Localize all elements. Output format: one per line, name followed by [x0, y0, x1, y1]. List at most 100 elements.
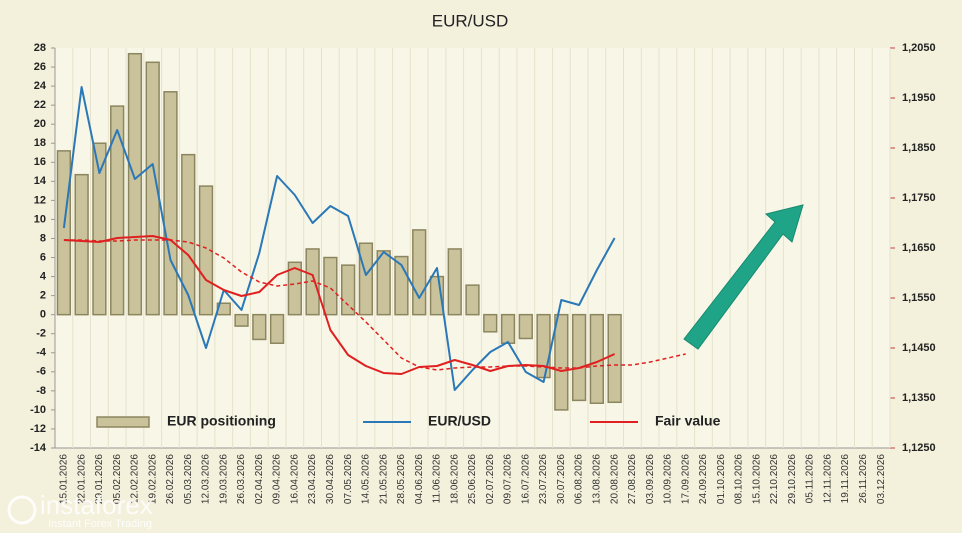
x-tick-label: 22.01.2026 [76, 454, 87, 504]
x-tick-label: 07.05.2026 [343, 454, 354, 504]
bar [376, 250, 391, 316]
y2-tick-label: 1,1250 [902, 442, 936, 454]
x-tick-label: 16.07.2026 [520, 454, 531, 504]
x-tick-label: 05.02.2026 [112, 454, 123, 504]
y-tick-label: 8 [40, 232, 46, 244]
bar [571, 313, 587, 402]
x-tick-label: 12.03.2026 [201, 454, 212, 504]
x-tick-label: 08.10.2026 [734, 454, 745, 504]
bar [554, 313, 569, 411]
x-tick-label: 15.01.2026 [59, 454, 70, 504]
bar [518, 313, 533, 340]
x-tick-label: 29.01.2026 [94, 454, 105, 504]
x-tick-label: 18.06.2026 [449, 454, 460, 504]
x-tick-label: 30.07.2026 [556, 454, 567, 504]
x-tick-label: 02.07.2026 [485, 454, 496, 504]
bar [483, 313, 498, 333]
x-tick-label: 06.08.2026 [574, 454, 585, 504]
watermark-brand: instaforex [40, 490, 153, 520]
bar [465, 284, 480, 316]
y-tick-label: 18 [34, 137, 46, 149]
bar [163, 91, 178, 316]
x-tick-label: 19.02.2026 [147, 454, 158, 504]
x-tick-label: 09.04.2026 [272, 454, 283, 504]
x-tick-label: 20.08.2026 [609, 454, 620, 504]
x-tick-label: 26.03.2026 [236, 454, 247, 504]
y-tick-label: -10 [30, 404, 46, 416]
y-tick-label: 6 [40, 251, 46, 263]
x-tick-label: 30.04.2026 [325, 454, 336, 504]
y2-tick-label: 1,1450 [902, 342, 936, 354]
y2-tick-label: 1,1750 [902, 192, 936, 204]
legend-label: Fair value [655, 413, 721, 429]
bar [181, 153, 196, 316]
bar [305, 248, 320, 316]
watermark-logo [7, 495, 37, 525]
x-tick-label: 19.11.2026 [840, 454, 851, 504]
x-tick-label: 24.09.2026 [698, 454, 709, 504]
bar [340, 264, 356, 316]
bar [358, 242, 374, 316]
y2-tick-label: 1,1350 [902, 392, 936, 404]
y-tick-label: 26 [34, 61, 46, 73]
y2-tick-label: 1,1950 [902, 92, 936, 104]
bar [269, 313, 285, 344]
y-tick-label: -14 [30, 442, 47, 454]
line [63, 235, 616, 375]
x-tick-label: 16.04.2026 [289, 454, 300, 504]
x-tick-label: 09.07.2026 [503, 454, 514, 504]
x-tick-label: 10.09.2026 [663, 454, 674, 504]
bar [74, 173, 89, 316]
x-tick-label: 17.09.2026 [680, 454, 691, 504]
x-tick-label: 14.05.2026 [361, 454, 372, 504]
bar [127, 52, 143, 316]
y-tick-label: 22 [34, 99, 46, 111]
x-tick-label: 15.10.2026 [751, 454, 762, 504]
x-tick-label: 19.03.2026 [218, 454, 229, 504]
legend-swatch [96, 416, 150, 428]
y-tick-label: 0 [40, 309, 46, 321]
bar [234, 313, 249, 327]
y2-tick-label: 1,1550 [902, 292, 936, 304]
line [62, 86, 616, 391]
bar [110, 105, 125, 316]
y-tick-label: -12 [30, 423, 46, 435]
x-tick-label: 05.03.2026 [183, 454, 194, 504]
bar [56, 150, 72, 316]
x-tick-label: 21.05.2026 [378, 454, 389, 504]
y2-tick-label: 1,1650 [902, 242, 936, 254]
x-tick-label: 27.08.2026 [627, 454, 638, 504]
y-tick-label: -2 [36, 328, 46, 340]
chart-title: EUR/USD [432, 11, 509, 30]
x-tick-label: 26.11.2026 [858, 454, 869, 504]
x-tick-label: 05.11.2026 [805, 454, 816, 504]
watermark-tagline: Instant Forex Trading [48, 518, 152, 530]
x-tick-label: 02.04.2026 [254, 454, 265, 504]
bar [252, 313, 267, 341]
watermark: instaforex Instant Forex Trading [7, 490, 153, 530]
y-tick-label: -6 [36, 366, 46, 378]
y-tick-label: 12 [34, 194, 46, 206]
y-tick-label: -4 [36, 347, 47, 359]
line [63, 239, 686, 371]
marks [56, 52, 686, 411]
y2-tick-label: 1,1850 [902, 142, 936, 154]
y-tick-label: 24 [34, 80, 47, 92]
y-tick-label: 14 [34, 175, 47, 187]
x-tick-label: 23.07.2026 [538, 454, 549, 504]
x-tick-label: 13.08.2026 [592, 454, 603, 504]
x-tick-label: 11.06.2026 [432, 454, 443, 504]
legend-label: EUR/USD [428, 413, 491, 429]
x-tick-label: 22.10.2026 [769, 454, 780, 504]
bar [92, 142, 107, 316]
x-tick-label: 29.10.2026 [787, 454, 798, 504]
bar [607, 313, 622, 404]
x-tick-label: 26.02.2026 [165, 454, 176, 504]
bar [287, 261, 302, 316]
bar [500, 313, 516, 344]
arrow [683, 204, 804, 350]
legend-label: EUR positioning [167, 413, 276, 429]
bar [447, 248, 462, 316]
y-tick-label: 2 [40, 290, 46, 302]
